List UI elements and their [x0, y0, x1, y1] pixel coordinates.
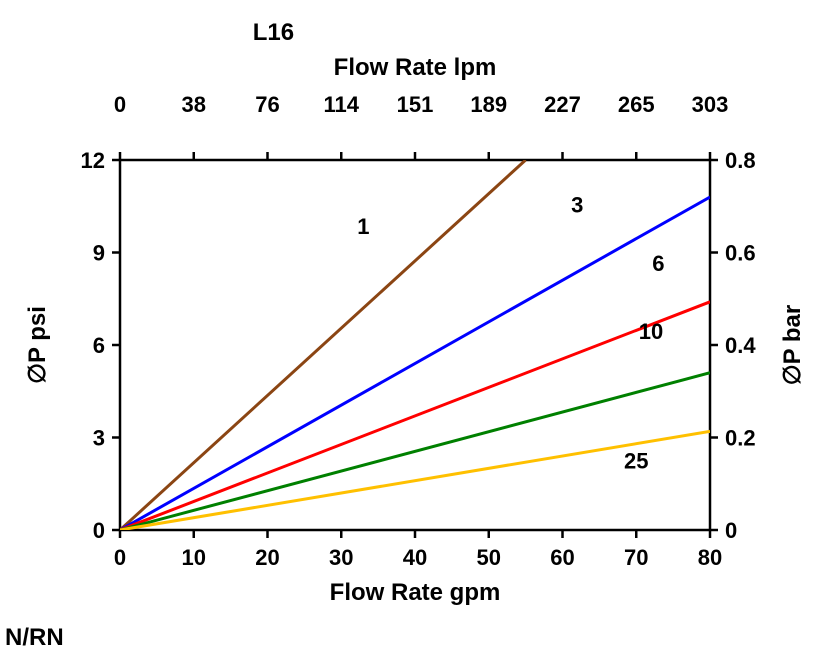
y-left-tick-label: 3 — [93, 426, 105, 451]
x-bottom-tick-label: 80 — [698, 545, 722, 570]
corner-label: N/RN — [5, 624, 64, 650]
x-top-tick-label: 0 — [114, 92, 126, 117]
series-label-1: 1 — [357, 214, 369, 239]
y-right-label: ∅P bar — [779, 305, 806, 386]
x-bottom-tick-label: 50 — [477, 545, 501, 570]
y-left-label: ∅P psi — [24, 306, 51, 384]
y-right-tick-label: 0 — [725, 518, 737, 543]
x-bottom-tick-label: 10 — [182, 545, 206, 570]
x-bottom-tick-label: 70 — [624, 545, 648, 570]
x-top-tick-label: 151 — [397, 92, 434, 117]
series-label-6: 6 — [652, 251, 664, 276]
pressure-flow-chart: L16Flow Rate lpm038761141511892272653030… — [0, 0, 832, 650]
series-label-25: 25 — [624, 448, 648, 473]
x-top-tick-label: 76 — [255, 92, 279, 117]
x-bottom-tick-label: 20 — [255, 545, 279, 570]
x-top-tick-label: 189 — [470, 92, 507, 117]
chart-title: L16 — [253, 19, 294, 46]
y-left-tick-label: 0 — [93, 518, 105, 543]
y-left-tick-label: 9 — [93, 241, 105, 266]
x-top-tick-label: 303 — [692, 92, 729, 117]
x-top-tick-label: 114 — [324, 92, 360, 117]
y-left-tick-label: 6 — [93, 333, 105, 358]
x-bottom-tick-label: 60 — [550, 545, 574, 570]
x-bottom-tick-label: 0 — [114, 545, 126, 570]
x-bottom-label: Flow Rate gpm — [330, 579, 501, 606]
x-bottom-tick-label: 40 — [403, 545, 427, 570]
x-top-tick-label: 227 — [544, 92, 581, 117]
x-top-tick-label: 38 — [182, 92, 206, 117]
chart-container: L16Flow Rate lpm038761141511892272653030… — [0, 0, 832, 650]
y-right-tick-label: 0.2 — [725, 426, 756, 451]
y-right-tick-label: 0.8 — [725, 148, 756, 173]
y-right-tick-label: 0.6 — [725, 241, 756, 266]
y-left-tick-label: 12 — [81, 148, 105, 173]
x-top-tick-label: 265 — [618, 92, 655, 117]
x-top-label: Flow Rate lpm — [334, 54, 497, 81]
y-right-tick-label: 0.4 — [725, 333, 756, 358]
series-label-10: 10 — [639, 319, 663, 344]
x-bottom-tick-label: 30 — [329, 545, 353, 570]
series-label-3: 3 — [571, 192, 583, 217]
